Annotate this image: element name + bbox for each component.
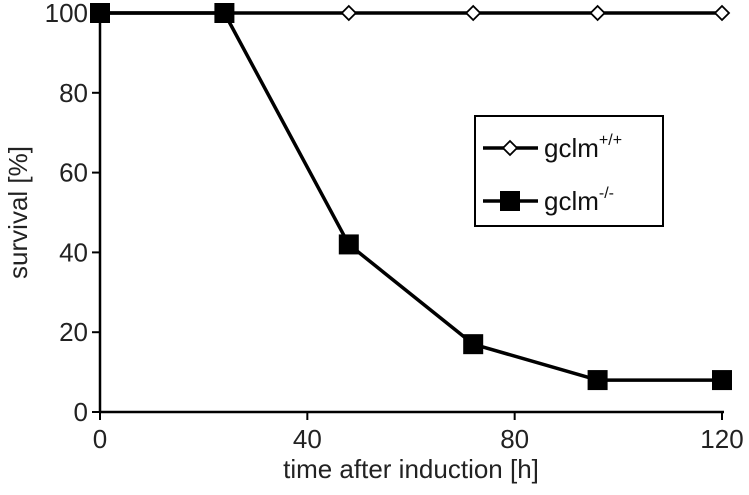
- y-tick-label: 0: [74, 397, 88, 427]
- data-point-diamond: [589, 4, 606, 22]
- y-tick-label: 20: [59, 317, 88, 347]
- data-point-diamond: [464, 4, 482, 22]
- legend-items: gclm+/+gclm-/-: [483, 132, 622, 216]
- x-ticks: 0 40 80 120: [93, 412, 744, 454]
- legend-item: gclm-/-: [483, 185, 614, 216]
- y-axis-label: survival [%]: [3, 146, 33, 279]
- series-2: [90, 3, 732, 391]
- data-point-square: [463, 334, 484, 355]
- x-axis-label: time after induction [h]: [283, 454, 539, 484]
- x-tick-label: 120: [700, 424, 743, 454]
- data-point-square: [712, 370, 732, 391]
- data-point-square: [500, 191, 520, 211]
- y-tick-label: 40: [59, 237, 88, 267]
- legend: gclm+/+gclm-/-: [474, 115, 664, 227]
- data-point-square: [90, 3, 110, 23]
- legend-label: gclm+/+: [544, 132, 622, 163]
- series-line: [100, 11, 722, 382]
- x-tick-label: 80: [500, 424, 529, 454]
- data-point-square: [338, 234, 359, 255]
- x-tick-label: 40: [293, 424, 322, 454]
- y-tick-label: 60: [59, 158, 88, 188]
- data-point-diamond: [713, 4, 731, 22]
- y-tick-label: 80: [59, 78, 88, 108]
- legend-label: gclm-/-: [544, 185, 614, 216]
- y-ticks: 0 20 40 60 80 100: [45, 0, 100, 427]
- axes: 0 20 40 60 80 100 0 40 80 120: [45, 0, 744, 454]
- data-point-diamond: [501, 139, 519, 157]
- data-point-square: [214, 3, 235, 23]
- data-point-square: [587, 370, 608, 391]
- plot-series: [90, 3, 732, 391]
- legend-label-superscript: -/-: [599, 185, 614, 202]
- legend-item: gclm+/+: [483, 132, 622, 163]
- data-point-diamond: [340, 4, 358, 22]
- x-tick-label: 0: [93, 424, 107, 454]
- legend-label-base: gclm: [544, 133, 599, 163]
- y-tick-label: 100: [45, 0, 88, 28]
- legend-label-superscript: +/+: [599, 132, 622, 149]
- legend-label-base: gclm: [544, 186, 599, 216]
